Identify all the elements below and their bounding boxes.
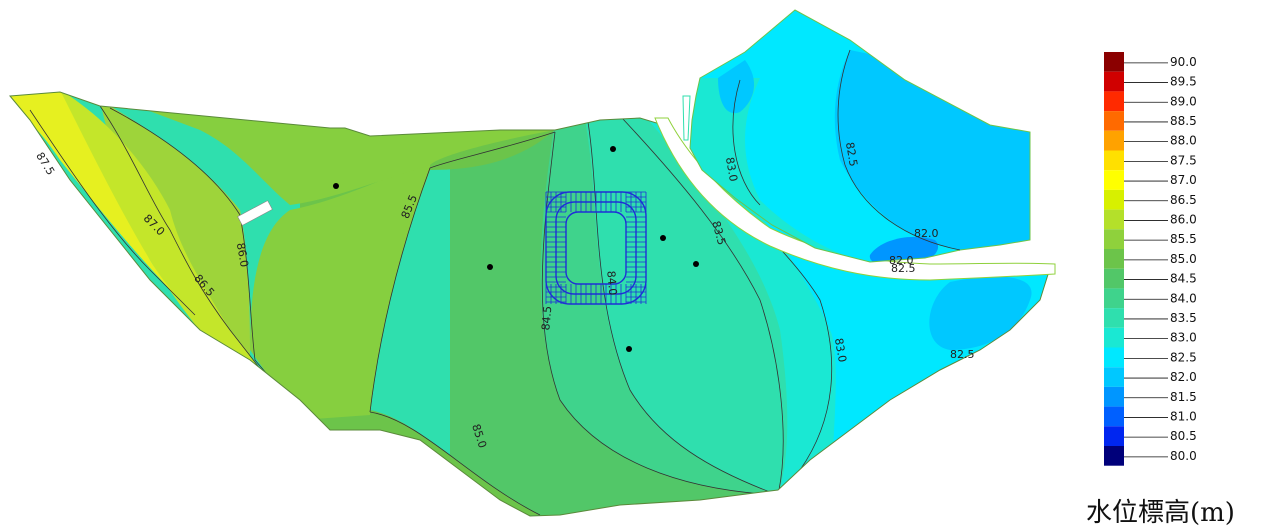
contour-lines-west xyxy=(29,105,833,516)
legend-tick-label: 84.5 xyxy=(1170,272,1197,286)
zone-855 xyxy=(250,160,430,420)
legend-swatch-85-5 xyxy=(1104,229,1124,249)
legend-tick-label: 83.5 xyxy=(1170,311,1197,325)
legend-tick-label: 85.0 xyxy=(1170,252,1197,266)
legend-tick-label: 81.5 xyxy=(1170,390,1197,404)
contour-line-855 xyxy=(369,131,556,413)
ne-zone-820-inlet xyxy=(718,60,755,114)
legend-swatch-89-5 xyxy=(1104,71,1124,92)
legend-swatch-89-0 xyxy=(1104,91,1124,112)
obs-point-1 xyxy=(333,183,339,189)
structure-rectangle xyxy=(237,200,273,226)
legend-tick-label: 89.5 xyxy=(1170,75,1197,89)
contour-line-835 xyxy=(621,117,784,496)
legend-swatch-84-0 xyxy=(1104,288,1124,309)
legend-swatch-88-0 xyxy=(1104,130,1124,151)
legend-swatch-90-0 xyxy=(1104,52,1124,72)
contour-label-860: 86.0 xyxy=(234,242,251,268)
legend-swatch-80-5 xyxy=(1104,426,1124,446)
contour-line-840 xyxy=(587,121,779,496)
legend-tick-label: 88.5 xyxy=(1170,114,1197,128)
contour-label-835: 83.5 xyxy=(709,220,728,247)
legend-swatch-82-5 xyxy=(1104,347,1124,368)
legend-tick-label: 89.0 xyxy=(1170,94,1197,108)
legend-tick-label: 82.5 xyxy=(1170,350,1197,364)
well-grid-hatch xyxy=(545,191,647,304)
obs-point-3 xyxy=(660,235,666,241)
legend-swatch-81-0 xyxy=(1104,406,1124,427)
legend-tick-label: 86.0 xyxy=(1170,212,1197,226)
zone-820-se xyxy=(929,276,1032,350)
contour-line-870 xyxy=(29,109,196,316)
legend-tick-label: 80.0 xyxy=(1170,449,1197,463)
obs-point-6 xyxy=(626,346,632,352)
legend-swatch-85-0 xyxy=(1104,249,1124,269)
contour-label-820-ne: 82.0 xyxy=(914,227,939,240)
legend-tick-label: 87.0 xyxy=(1170,173,1197,187)
contour-label-840: 84.0 xyxy=(604,270,619,296)
legend-tick-label: 90.0 xyxy=(1170,55,1197,69)
ne-contour-825 xyxy=(837,49,961,251)
zone-865 xyxy=(60,92,320,440)
legend-swatch-83-0 xyxy=(1104,327,1124,348)
legend-tick-label: 80.5 xyxy=(1170,429,1197,443)
legend-swatch-82-0 xyxy=(1104,367,1124,387)
legend-tick-label: 85.5 xyxy=(1170,232,1197,246)
legend-swatch-86-5 xyxy=(1104,189,1124,210)
legend-title: 水位標高(m) xyxy=(1086,498,1235,528)
observation-points xyxy=(333,146,699,352)
contour-label-825-river: 82.5 xyxy=(891,262,916,275)
main-domain-outline xyxy=(8,91,1051,517)
legend-tick-label: 87.5 xyxy=(1170,153,1197,167)
legend-tick-label: 82.0 xyxy=(1170,370,1197,384)
ne-domain-outline xyxy=(689,9,1031,263)
legend-swatch-80-0 xyxy=(1104,446,1124,466)
obs-point-2 xyxy=(610,146,616,152)
contour-label-845: 84.5 xyxy=(539,305,554,331)
legend-swatch-87-5 xyxy=(1104,150,1124,171)
legend-tick-label: 81.0 xyxy=(1170,409,1197,423)
river-inlet xyxy=(682,95,691,141)
contour-label-830-main: 83.0 xyxy=(832,337,849,363)
contour-label-830-ne: 83.0 xyxy=(723,156,740,182)
legend-swatch-88-5 xyxy=(1104,111,1124,131)
zone-845 xyxy=(450,120,778,516)
contour-line-865 xyxy=(99,105,301,421)
legend-swatch-83-5 xyxy=(1104,308,1124,328)
legend-colorbar: 90.0 89.5 89.0 88.5 88.0 87.5 87.0 86.5 86.0 85.5… xyxy=(1104,52,1197,466)
legend-tick-label: 83.0 xyxy=(1170,331,1197,345)
legend-swatch-84-5 xyxy=(1104,268,1124,289)
river-channel xyxy=(654,117,1056,281)
ne-contour-830 xyxy=(732,79,761,206)
contour-line-850 xyxy=(369,411,541,516)
legend-swatch-87-0 xyxy=(1104,170,1124,190)
legend-tick-label: 84.0 xyxy=(1170,291,1197,305)
zone-870 xyxy=(10,92,190,310)
legend-swatch-86-0 xyxy=(1104,209,1124,230)
legend-tick-label: 86.5 xyxy=(1170,193,1197,207)
contour-label-825-ne: 82.5 xyxy=(843,141,860,167)
contour-label-820-river: 82.0 xyxy=(889,254,914,267)
obs-point-5 xyxy=(487,264,493,270)
zone-830 xyxy=(640,110,836,495)
legend-tick-label: 88.0 xyxy=(1170,134,1197,148)
obs-point-4 xyxy=(693,261,699,267)
contour-label-825-se: 82.5 xyxy=(950,348,975,361)
legend-swatch-81-5 xyxy=(1104,386,1124,407)
ne-contour-lines xyxy=(732,49,961,251)
